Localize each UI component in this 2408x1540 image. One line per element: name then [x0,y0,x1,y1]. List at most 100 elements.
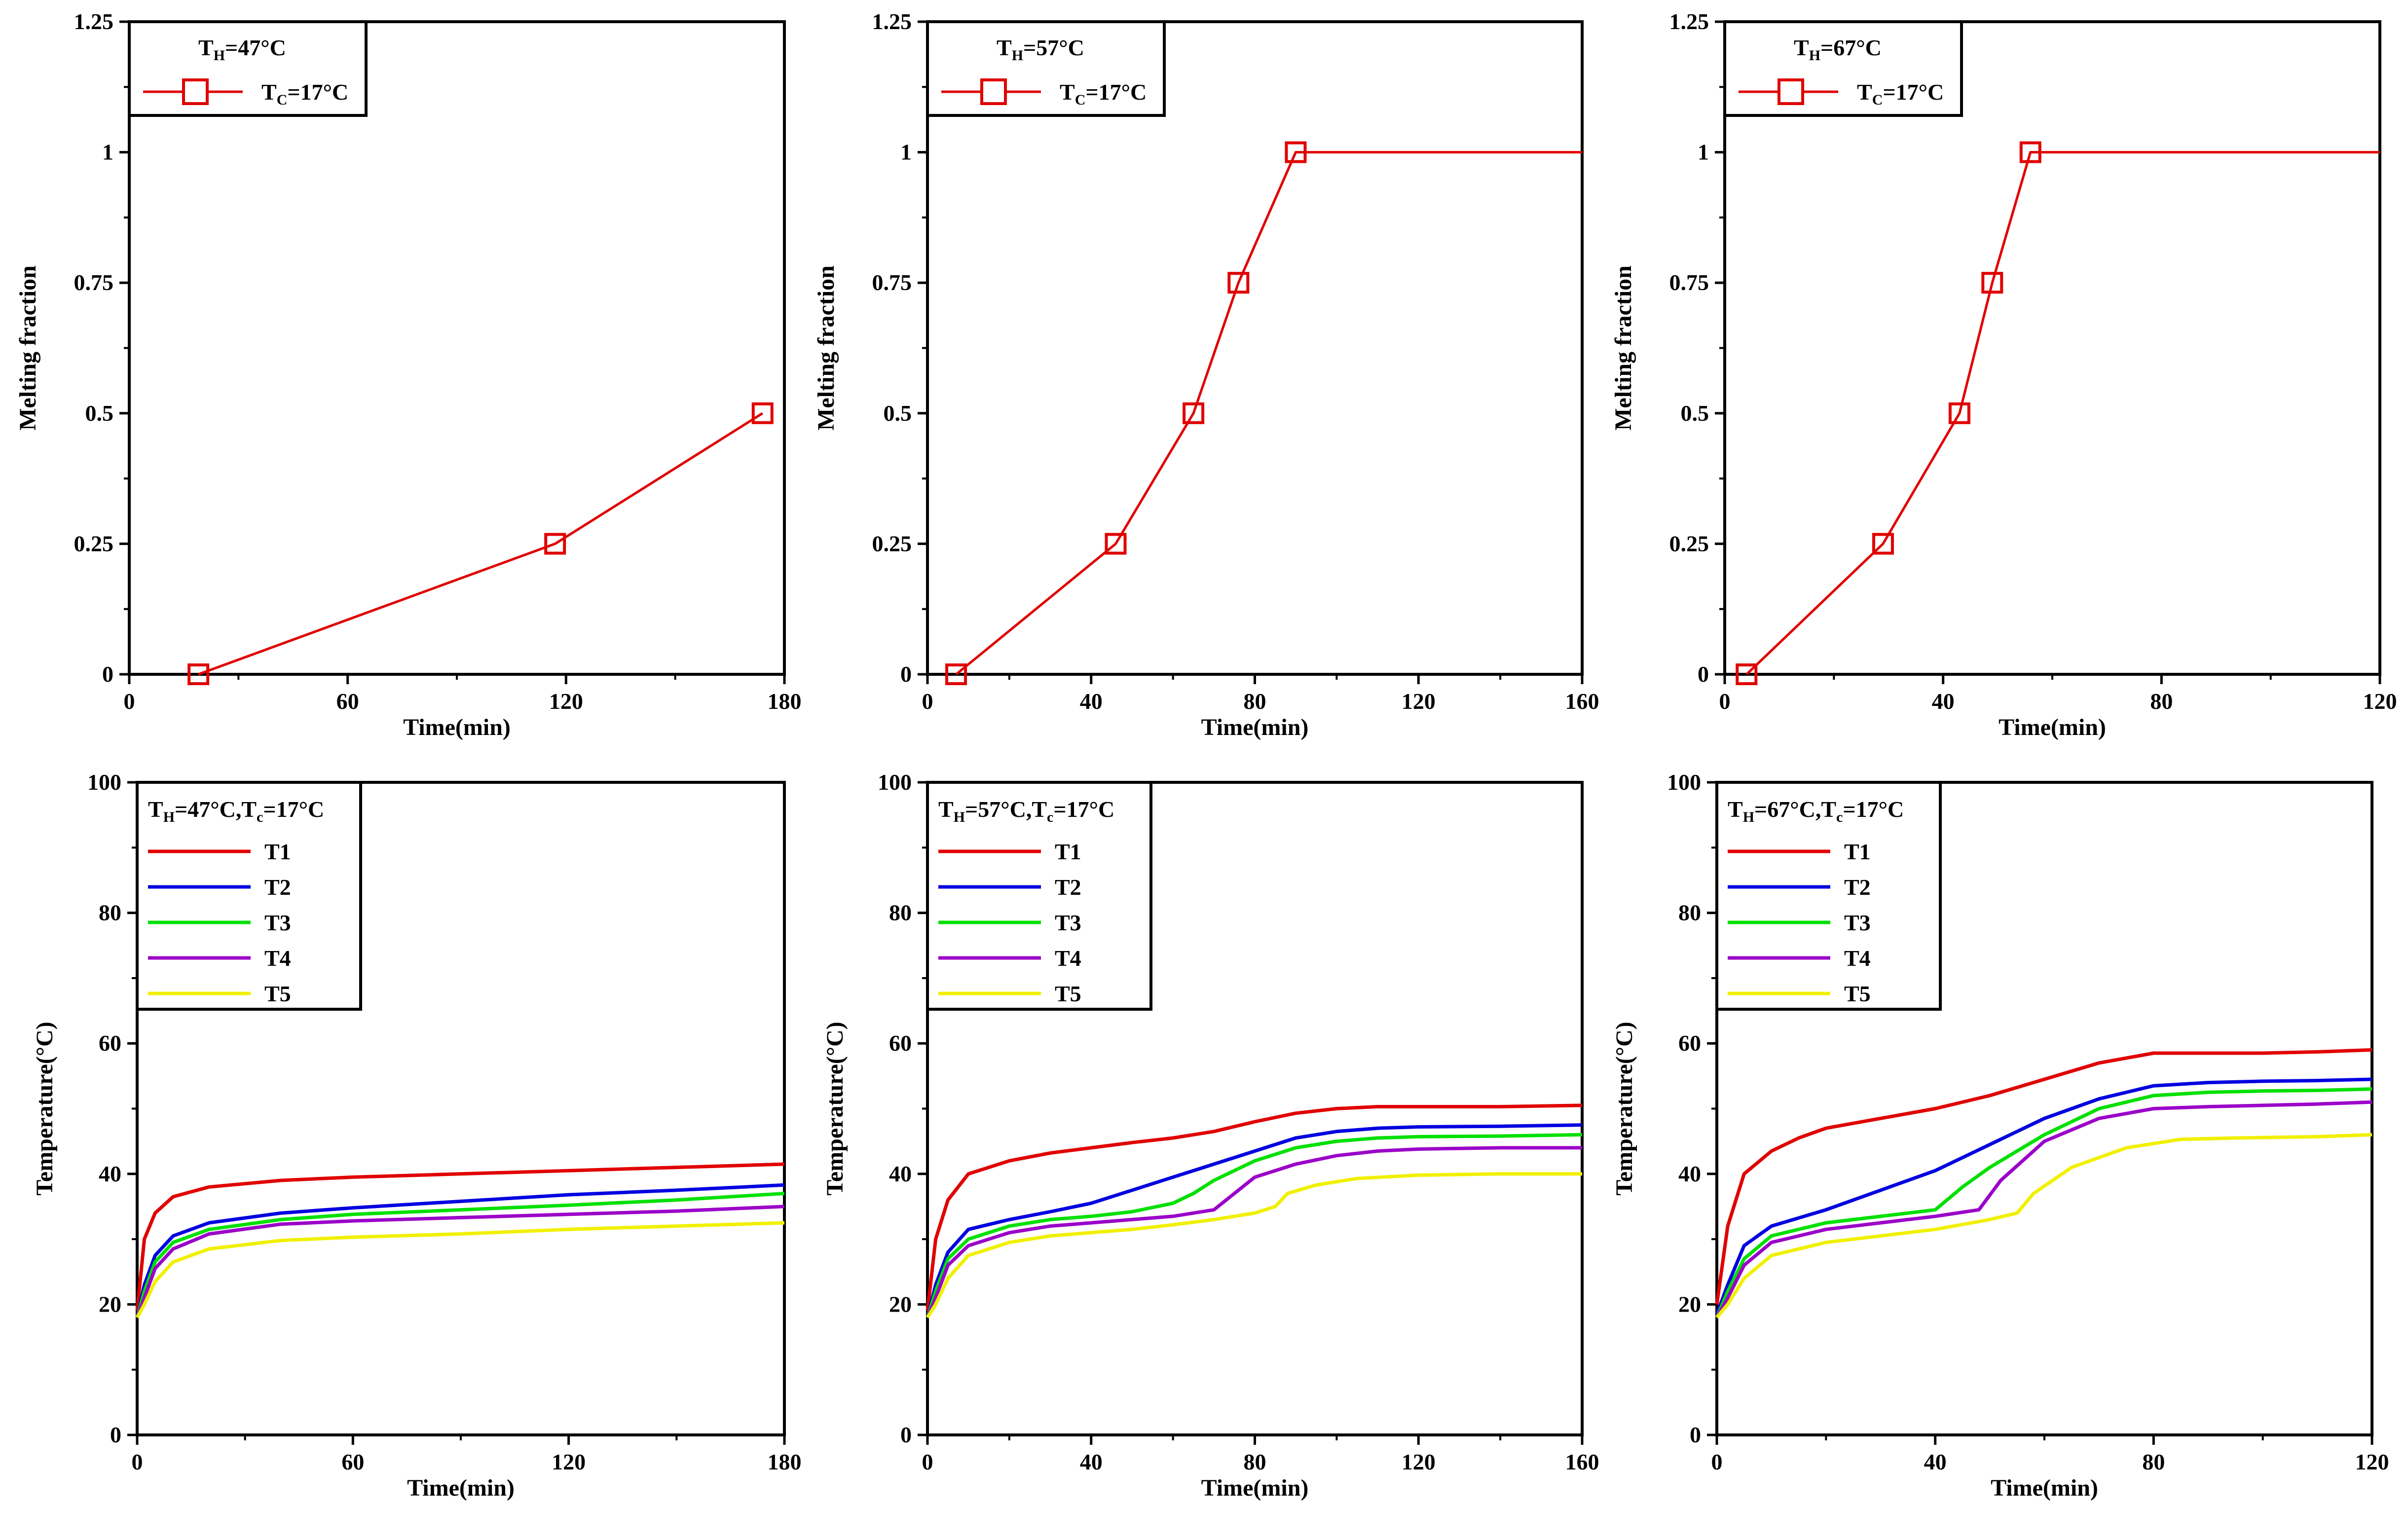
x-tick-label: 120 [1402,689,1436,714]
x-axis-title: Time(min) [1201,714,1309,740]
legend-entry-label: T2 [264,875,291,900]
series-line-tc-17-c [955,151,1582,675]
data-point-marker [1948,402,1970,424]
chart-panel-2: 0 0.25 0.5 0.75 1 1.25 0 40 80 120 160 Time(min) Mel… [813,9,1599,740]
y-tick-label: 1.25 [872,9,912,34]
legend-entry-label: T1 [1055,839,1081,864]
data-point-marker [187,663,210,685]
y-tick-label: 20 [1678,1291,1701,1317]
y-tick-label: 0 [110,1422,121,1447]
y-tick-label: 80 [889,900,912,925]
y-tick-label: 80 [99,900,121,925]
plot-frame [926,20,1584,676]
x-tick-label: 120 [549,689,583,714]
x-tick-label: 0 [1711,1449,1723,1474]
chart-panel-1: 0 0.25 0.5 0.75 1 1.25 0 60 120 180 Time(min) Melti… [15,9,802,740]
series-line-t5 [135,1221,785,1319]
legend: TH=57°C,Tc=17°C T1 T2 T3 T4 T5 [926,781,1152,1011]
legend: TH=67°C,Tc=17°C T1 T2 T3 T4 T5 [1715,781,1942,1011]
legend-box [1715,781,1942,1011]
series-line-t4 [135,1205,785,1319]
x-tick-label: 60 [341,1449,364,1474]
legend-title: TH=47°C,Tc=17°C [148,797,324,825]
series-line-t5 [926,1172,1582,1319]
y-tick-label: 0 [1698,661,1709,687]
y-axis-title: Melting fraction [1610,265,1636,431]
y-tick-label: 0.75 [872,270,912,295]
x-tick-label: 0 [922,1449,933,1474]
legend-entry-label: T3 [264,910,291,935]
chart-panel-6: 0 20 40 60 80 100 0 40 80 120 Time(min) Temperature… [1611,770,2389,1501]
legend-marker-sample [980,78,1007,105]
data-point-marker [751,402,774,424]
legend: TH=57°C TC=17°C [926,20,1166,117]
y-axis-title: Melting fraction [813,265,839,431]
y-axis-title: Temperature(°C) [822,1022,848,1195]
legend-entry-label: T5 [1055,981,1081,1006]
legend-marker-sample [182,78,209,105]
x-tick-label: 120 [552,1449,586,1474]
x-axis-title: Time(min) [1999,714,2106,740]
x-tick-label: 40 [1080,1449,1103,1474]
y-axis-title: Temperature(°C) [1611,1022,1637,1195]
y-tick-label: 20 [889,1291,912,1317]
data-point-marker [544,533,566,555]
series-line-t1 [926,1103,1583,1311]
x-axis-title: Time(min) [1991,1475,2098,1501]
series-line-t2 [1715,1077,2372,1315]
legend-title: TH=67°C [1794,35,1882,64]
legend-box [128,20,368,117]
x-tick-label: 160 [1565,1449,1599,1474]
legend-title: TH=57°C [997,35,1084,64]
series-line-t2 [926,1123,1583,1318]
legend-box [926,20,1166,117]
legend-entry-label: T4 [264,946,291,971]
legend-entry-label: T3 [1055,910,1081,935]
legend-marker-sample [1778,78,1804,105]
y-tick-label: 0.5 [85,401,114,426]
series-line-t3 [135,1192,785,1318]
y-tick-label: 0.5 [884,401,912,426]
x-tick-label: 80 [1244,1449,1266,1474]
y-tick-label: 80 [1678,900,1701,925]
x-tick-label: 0 [132,1449,143,1474]
legend-entry-label: T1 [264,839,291,864]
x-tick-label: 0 [124,689,135,714]
series-line-t3 [1715,1087,2372,1319]
x-tick-label: 120 [2355,1449,2389,1474]
y-tick-label: 40 [99,1161,121,1186]
x-axis-title: Time(min) [407,1475,515,1501]
y-tick-label: 40 [1678,1161,1701,1186]
series-line-t4 [1715,1100,2372,1319]
data-point-marker [1105,533,1127,555]
data-point-marker [1872,533,1894,555]
legend-entry-label: T3 [1844,910,1871,935]
y-axis-title: Melting fraction [15,265,41,431]
y-tick-label: 0 [1690,1422,1701,1447]
x-tick-label: 160 [1565,689,1599,714]
x-tick-label: 180 [768,1449,802,1474]
y-tick-label: 0.25 [1669,531,1709,556]
y-tick-label: 0.25 [74,531,114,556]
x-tick-label: 180 [768,689,802,714]
data-point-marker [1736,663,1758,685]
y-tick-label: 0.25 [872,531,912,556]
legend-entry-label: T4 [1844,946,1871,971]
y-tick-label: 40 [889,1161,912,1186]
y-tick-label: 0.75 [1669,270,1709,295]
x-tick-label: 40 [1080,689,1103,714]
y-tick-label: 1 [1698,140,1709,165]
x-tick-label: 80 [2150,689,2173,714]
legend-entry-label: T2 [1844,875,1871,900]
series-line-t1 [135,1162,785,1311]
x-tick-label: 120 [2363,689,2397,714]
legend-title: TH=67°C,Tc=17°C [1728,797,1904,825]
y-tick-label: 1 [900,140,912,165]
x-tick-label: 120 [1402,1449,1436,1474]
chart-panel-4: 0 20 40 60 80 100 0 60 120 180 Time(min) Temperatur… [32,770,802,1501]
series-line-tc-17-c [1745,151,2380,675]
y-tick-label: 100 [878,770,912,795]
series-line-tc-17-c [198,412,764,676]
series-line-t3 [926,1133,1583,1318]
plot-frame [1723,20,2381,676]
